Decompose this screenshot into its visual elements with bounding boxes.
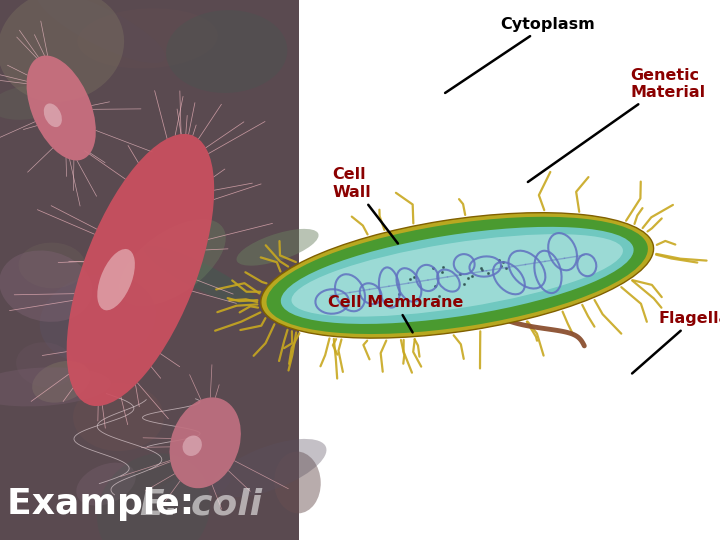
Bar xyxy=(299,0,720,540)
Ellipse shape xyxy=(73,383,164,451)
Text: E. coli: E. coli xyxy=(140,487,262,521)
Ellipse shape xyxy=(236,229,318,266)
Ellipse shape xyxy=(0,367,111,407)
Ellipse shape xyxy=(97,454,210,540)
Ellipse shape xyxy=(292,234,623,316)
Text: Cell Membrane: Cell Membrane xyxy=(328,295,463,333)
Ellipse shape xyxy=(67,134,214,406)
Ellipse shape xyxy=(266,217,648,334)
Ellipse shape xyxy=(155,470,230,508)
Ellipse shape xyxy=(166,10,287,93)
Ellipse shape xyxy=(37,0,165,63)
Text: Cell
Wall: Cell Wall xyxy=(333,167,398,244)
Text: Cytoplasm: Cytoplasm xyxy=(445,17,595,93)
Text: Example:: Example: xyxy=(7,487,207,521)
Ellipse shape xyxy=(76,463,136,505)
Ellipse shape xyxy=(19,242,86,288)
Ellipse shape xyxy=(97,249,135,310)
Ellipse shape xyxy=(27,56,96,160)
Ellipse shape xyxy=(183,435,202,456)
Ellipse shape xyxy=(274,451,320,514)
Ellipse shape xyxy=(0,251,92,322)
Ellipse shape xyxy=(32,361,91,403)
Ellipse shape xyxy=(0,0,124,102)
Bar xyxy=(0,0,299,540)
Ellipse shape xyxy=(261,213,654,338)
Ellipse shape xyxy=(44,104,62,127)
Ellipse shape xyxy=(169,397,241,488)
Ellipse shape xyxy=(0,85,62,120)
Ellipse shape xyxy=(212,439,326,497)
Ellipse shape xyxy=(77,8,218,69)
Ellipse shape xyxy=(120,219,225,306)
Text: Flagella: Flagella xyxy=(632,311,720,374)
Ellipse shape xyxy=(144,246,258,307)
Ellipse shape xyxy=(16,342,75,388)
Ellipse shape xyxy=(40,274,156,363)
Text: Genetic
Material: Genetic Material xyxy=(528,68,705,182)
Ellipse shape xyxy=(281,227,634,324)
